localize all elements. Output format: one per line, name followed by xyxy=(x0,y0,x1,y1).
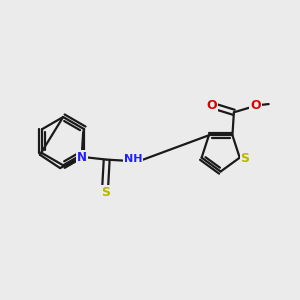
Text: S: S xyxy=(101,186,110,199)
Text: N: N xyxy=(77,151,87,164)
Text: O: O xyxy=(250,99,261,112)
Text: O: O xyxy=(206,99,217,112)
Text: S: S xyxy=(241,152,250,165)
Text: NH: NH xyxy=(124,154,142,164)
